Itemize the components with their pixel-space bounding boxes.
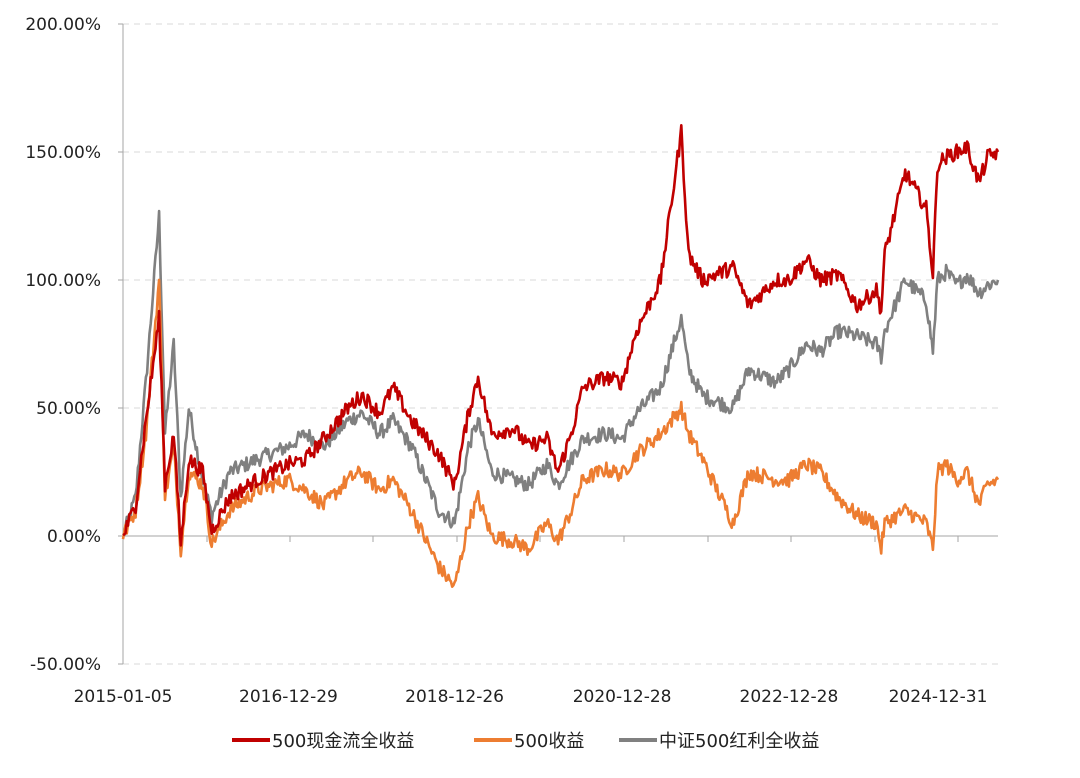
x-tick-label: 2022-12-28 [740,687,839,707]
legend-label-0: 500现金流全收益 [272,731,414,752]
series-line-1 [121,278,1000,589]
legend-label-1: 500收益 [514,731,584,752]
x-tick-label: 2018-12-26 [405,687,504,707]
y-tick-label: 50.00% [36,399,101,419]
legend-label-2: 中证500红利全收益 [659,731,819,752]
y-tick-label: 200.00% [25,15,101,35]
series-line-2 [121,209,1000,537]
x-tick-label: 2024-12-31 [889,687,988,707]
x-tick-label: 2015-01-05 [74,687,173,707]
x-tick-labels: 2015-01-05 2016-12-29 2018-12-26 2020-12-28… [74,687,988,707]
x-tick-label: 2020-12-28 [573,687,672,707]
gridlines [123,23,998,665]
plot-area [121,124,1000,589]
y-tick-label: 150.00% [25,143,101,163]
legend: 500现金流全收益 500收益 中证500红利全收益 [232,731,819,752]
series-line-0 [122,124,1000,547]
x-tick-label: 2016-12-29 [239,687,338,707]
y-tick-label: 0.00% [47,527,101,547]
y-tick-labels: 200.00% 150.00% 100.00% 50.00% 0.00% -50.00% [25,15,101,675]
y-tick-label: 100.00% [25,271,101,291]
y-tick-label: -50.00% [30,655,101,675]
